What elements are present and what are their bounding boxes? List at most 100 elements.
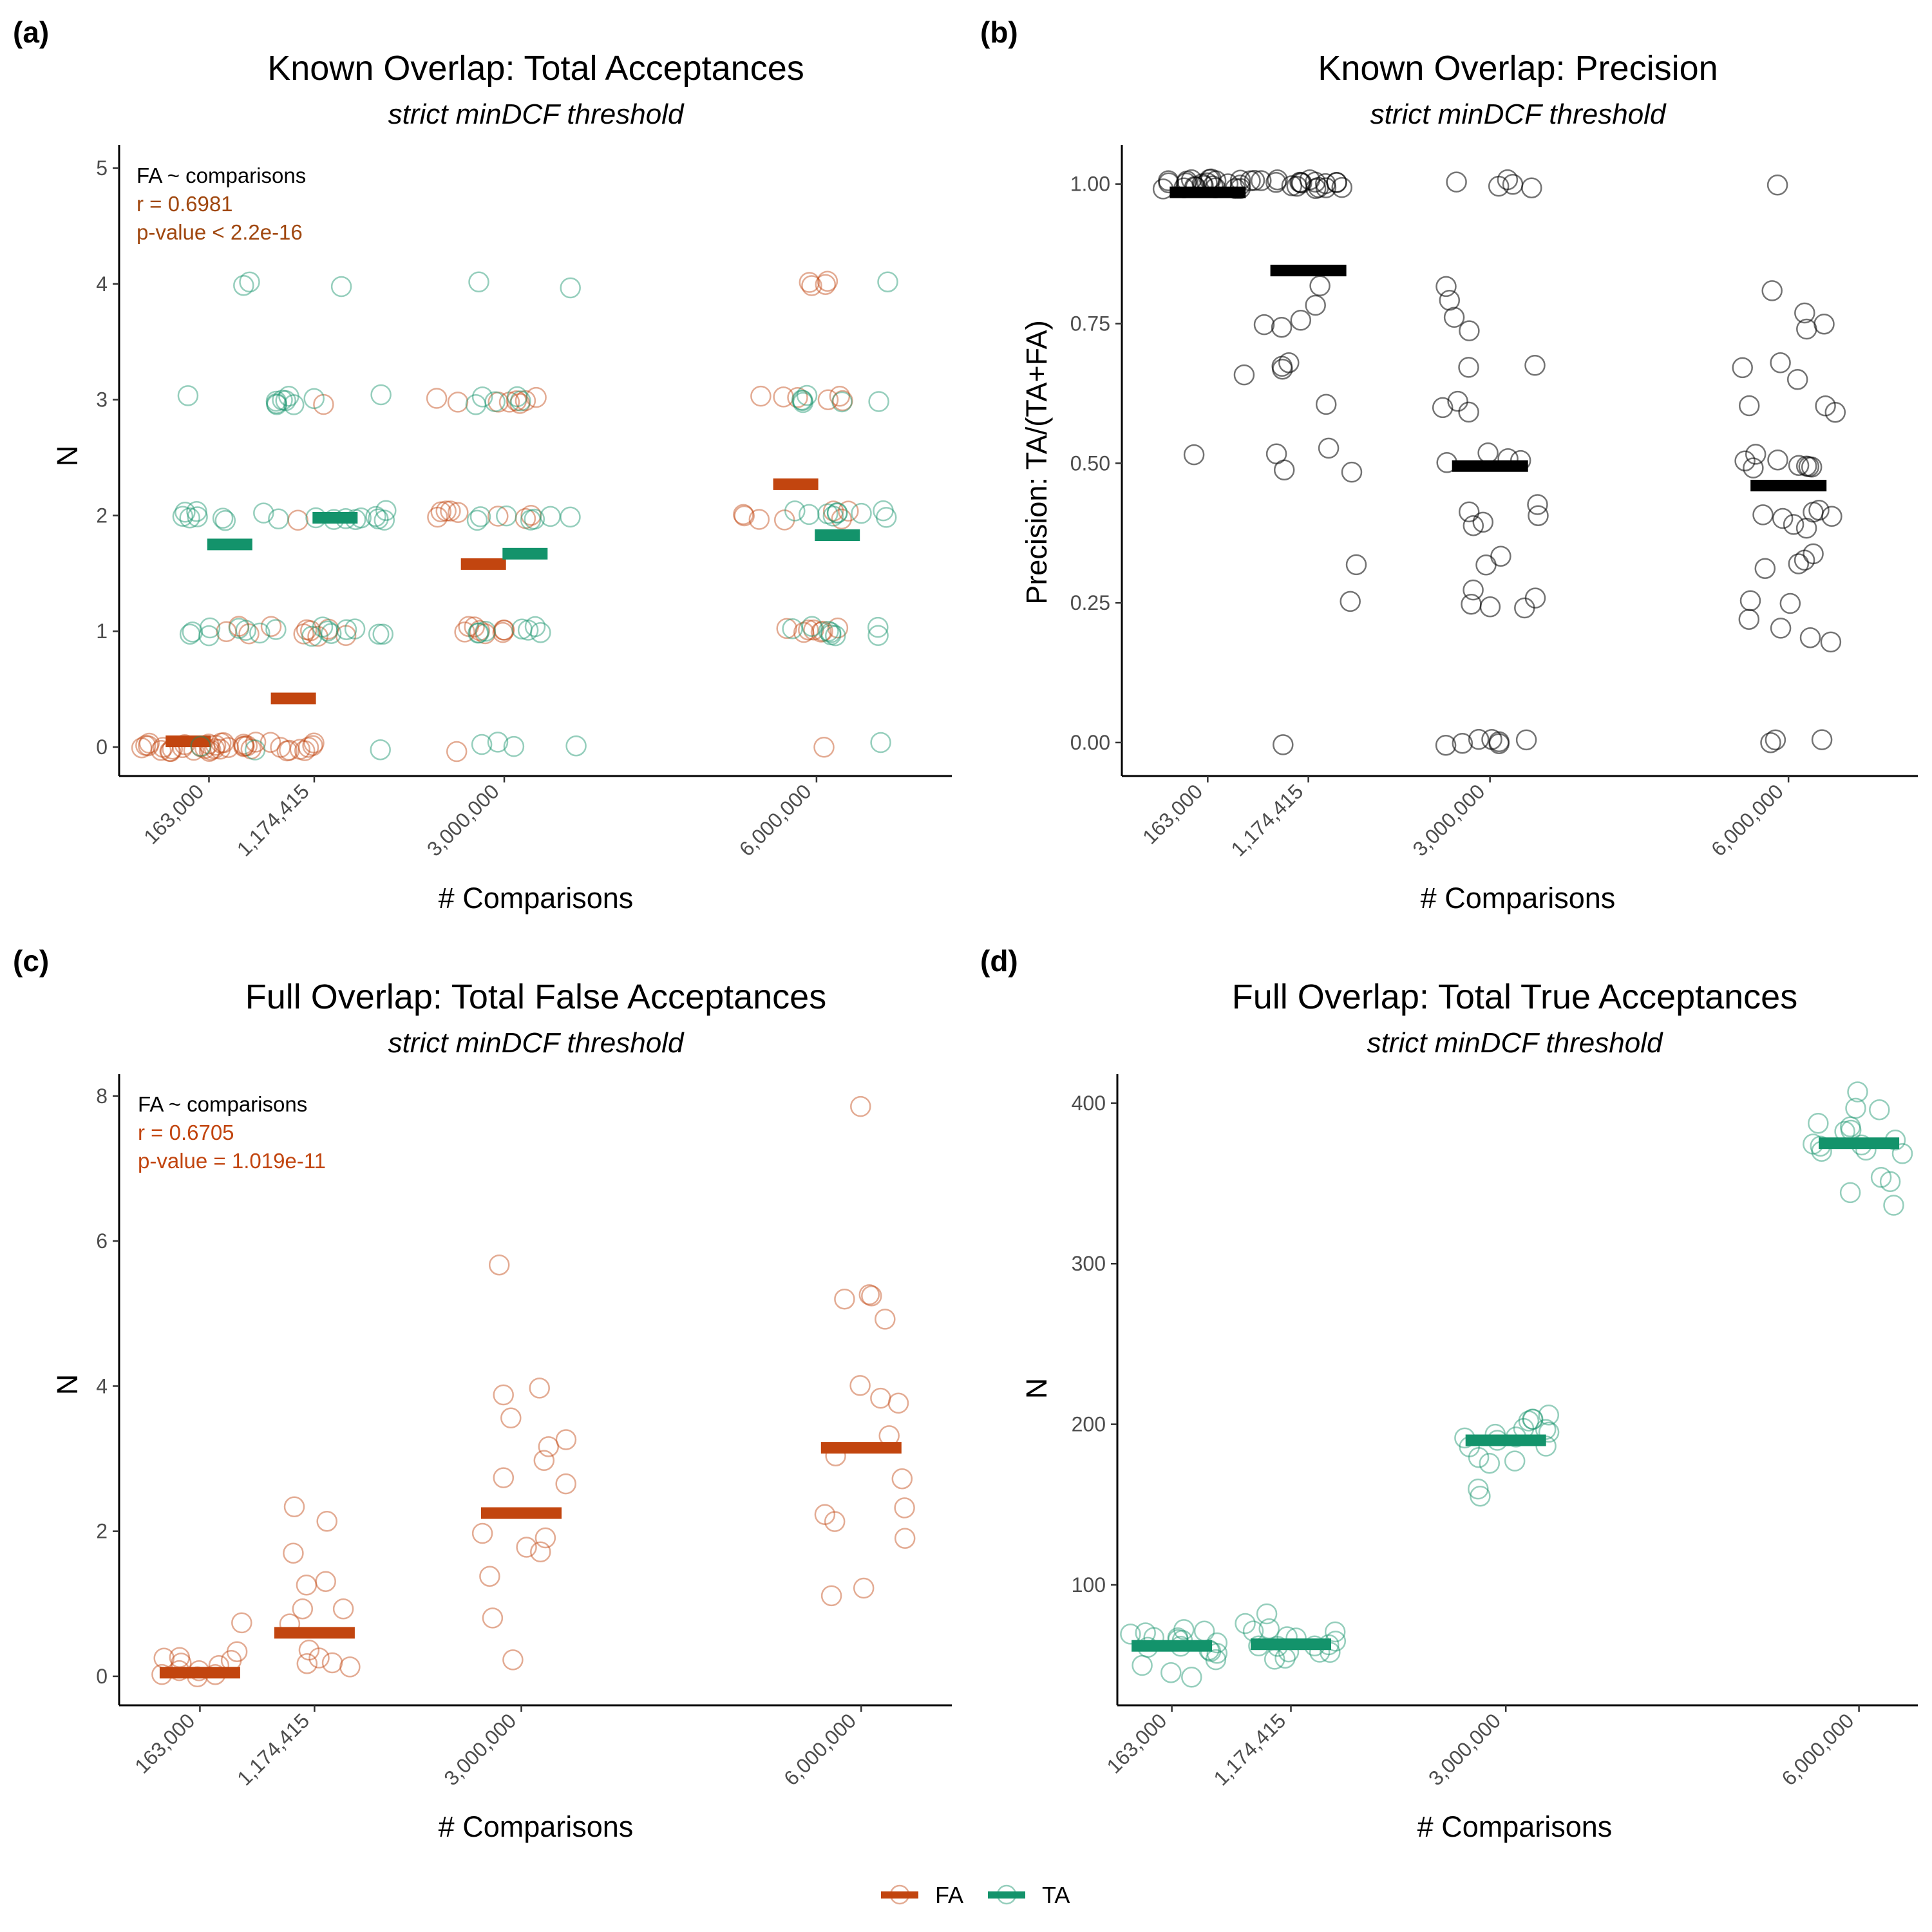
mean-bar-fa (820, 1442, 902, 1454)
data-point-fa (822, 500, 844, 522)
data-point-fa (810, 621, 832, 643)
data-point-precision (1743, 457, 1764, 478)
y-tick-label: 1 (96, 620, 108, 643)
data-point-fa (488, 392, 509, 413)
data-point-ta (179, 507, 200, 529)
data-point-ta (372, 623, 393, 645)
data-point-ta (265, 390, 287, 412)
data-point-ta (374, 509, 395, 531)
data-point-fa (509, 393, 531, 414)
data-point-ta (560, 277, 581, 299)
panel-a-xlabel: # Comparisons (439, 882, 634, 914)
data-point-fa (213, 732, 234, 753)
data-point-fa (750, 385, 772, 407)
data-point-fa (427, 506, 448, 528)
data-point-fa (293, 623, 314, 645)
y-tick-label: 0 (96, 735, 108, 759)
data-point-ta (1132, 1654, 1153, 1676)
data-point-precision (1253, 314, 1275, 336)
data-point-fa (498, 392, 520, 413)
data-point-fa (493, 1384, 514, 1406)
data-point-ta (172, 506, 194, 527)
y-tick-label: 2 (96, 504, 108, 527)
data-point-ta (487, 732, 509, 753)
panel-d-xlabel: # Comparisons (1417, 1810, 1613, 1843)
data-point-ta (506, 386, 528, 408)
data-point-fa (798, 619, 819, 641)
panel-c-annotation-formula: FA ~ comparisons (138, 1092, 307, 1116)
data-point-ta (177, 385, 199, 406)
mean-bar-fa (460, 558, 506, 570)
data-point-ta (799, 504, 820, 526)
data-point-fa (734, 505, 755, 527)
data-point-ta (368, 623, 390, 645)
data-point-precision (1821, 506, 1842, 527)
data-point-fa (233, 734, 254, 755)
data-point-fa (430, 501, 452, 523)
data-point-ta (344, 618, 366, 639)
data-point-fa (838, 500, 859, 522)
panel-b-title: Known Overlap: Precision (1318, 49, 1718, 88)
data-point-fa (435, 500, 457, 522)
data-point-precision (1435, 276, 1457, 298)
data-point-fa (520, 504, 542, 526)
data-point-precision (1458, 501, 1480, 523)
data-point-precision (1760, 732, 1781, 753)
data-point-precision (1488, 175, 1510, 197)
mean-bar-precision (1452, 460, 1528, 472)
data-point-precision (1765, 729, 1786, 751)
data-point-precision (1458, 401, 1479, 423)
data-point-fa (440, 500, 461, 522)
y-tick-label: 5 (96, 156, 108, 180)
mean-bar-ta (1465, 1434, 1546, 1446)
data-point-fa (529, 1378, 550, 1399)
data-point-precision (1345, 554, 1367, 576)
data-point-precision (1811, 729, 1833, 750)
data-point-fa (799, 272, 820, 293)
data-point-ta (179, 623, 201, 645)
data-point-precision (1459, 320, 1480, 341)
legend-ta-swatch-circle (996, 1884, 1017, 1905)
data-point-ta (275, 390, 296, 412)
y-tick-label: 8 (96, 1084, 108, 1108)
data-point-fa (469, 620, 490, 641)
data-point-fa (138, 735, 159, 757)
data-point-fa (245, 732, 267, 753)
data-point-ta (820, 624, 842, 646)
data-point-fa (138, 732, 160, 754)
data-point-precision (1326, 172, 1347, 193)
data-point-ta (1518, 1410, 1540, 1432)
data-point-fa (216, 621, 237, 643)
data-point-fa (773, 509, 795, 531)
data-point-precision (1472, 511, 1494, 533)
data-point-fa (820, 1585, 842, 1607)
data-point-ta (312, 616, 334, 638)
data-point-ta (233, 274, 254, 296)
data-point-precision (1468, 728, 1490, 750)
data-point-fa (152, 737, 174, 758)
data-point-fa (894, 1528, 916, 1549)
mean-bar-precision (1270, 265, 1347, 277)
data-point-ta (873, 500, 894, 522)
data-point-precision (1779, 592, 1801, 614)
panel-c-title: Full Overlap: Total False Acceptances (245, 978, 826, 1016)
data-point-ta (1870, 1166, 1892, 1188)
data-point-fa (829, 385, 851, 407)
data-point-ta (214, 509, 236, 531)
data-point-precision (1278, 352, 1300, 374)
data-point-precision (1752, 504, 1774, 526)
data-point-precision (1432, 397, 1454, 419)
data-point-ta (1324, 1621, 1346, 1643)
data-point-ta (1504, 1450, 1526, 1472)
data-point-fa (238, 623, 260, 645)
data-point-precision (1527, 494, 1548, 515)
data-point-precision (1732, 357, 1753, 379)
data-point-fa (787, 387, 808, 408)
data-point-ta (471, 386, 493, 408)
mean-bar-ta (502, 547, 548, 560)
data-point-precision (1788, 455, 1810, 476)
legend-fa-swatch-bar (881, 1891, 918, 1899)
data-point-ta (540, 506, 561, 527)
data-point-ta (265, 619, 287, 640)
data-point-precision (1267, 169, 1288, 191)
